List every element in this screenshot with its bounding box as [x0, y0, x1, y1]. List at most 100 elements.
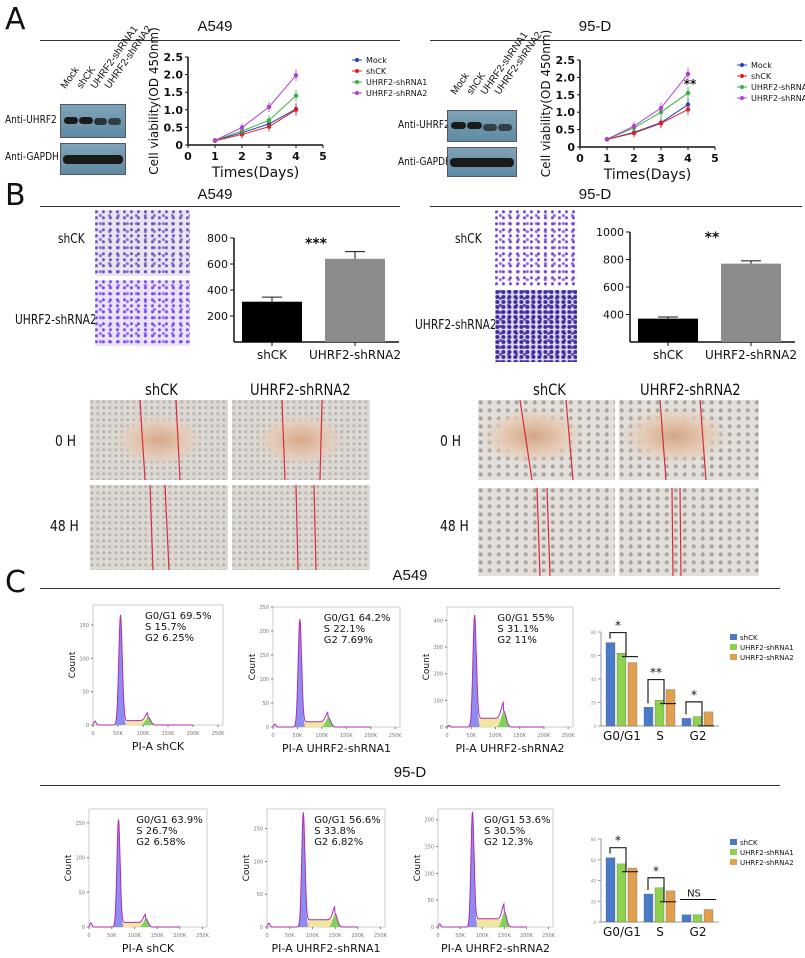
y-tick-label: 60 [591, 858, 597, 863]
x-tick-label: 250K [542, 933, 556, 939]
y-tick-label: 2.5 [164, 51, 184, 64]
bar-shck [242, 301, 302, 342]
g1-phase-area [468, 615, 480, 727]
y-axis-label: Count [413, 854, 423, 881]
bar-cc_shrna1-s [654, 700, 665, 727]
significance-marker: *** [305, 236, 328, 252]
c-divider-95d [40, 785, 780, 786]
significance-marker: * [653, 864, 659, 878]
x-tick-label: 100K [476, 933, 490, 939]
s-phase-area [476, 718, 504, 727]
x-tick-label: 150K [329, 933, 343, 939]
x-axis-label: Times(Days) [603, 167, 691, 183]
panel-label-b: B [5, 178, 26, 213]
y-axis-label: Count [422, 653, 432, 680]
y-tick-label: 0.5 [556, 124, 576, 137]
s-phase-area [304, 919, 336, 927]
phase-stat: S 33.8% [314, 826, 355, 837]
legend-label: UHRF2-shRNA2 [740, 654, 794, 662]
transwell-label-shck: shCK [58, 232, 85, 247]
significance-marker: * [615, 834, 621, 848]
y-tick-label: 100 [75, 856, 85, 862]
wound-row-48h: 48 H [440, 517, 469, 535]
c-title-a549: A549 [392, 567, 428, 584]
legend-swatch [730, 849, 737, 855]
a-title-a549: A549 [197, 18, 233, 35]
series-line-shrna2 [606, 73, 689, 140]
x-tick-label: 50K [466, 733, 476, 739]
x-tick-label: 150K [340, 733, 354, 739]
x-tick-label: 3 [657, 152, 665, 165]
blot-label-gapdh: Anti-GAPDH [398, 155, 452, 168]
phase-stat: G0/G1 55% [497, 613, 554, 624]
x-tick-label: 0 [445, 733, 448, 739]
bar-cc_shrna2-g2 [703, 909, 714, 923]
y-tick-label: 400 [433, 618, 443, 624]
phase-stat: G0/G1 69.5% [145, 611, 212, 622]
x-tick-label: S [656, 729, 664, 743]
y-tick-label: 0.5 [164, 121, 184, 134]
y-tick-label: 100 [424, 871, 434, 877]
y-tick-label: 0 [86, 723, 89, 729]
wound-image-95d-shrna2-48h [619, 488, 759, 576]
legend-marker [355, 69, 359, 73]
legend-swatch [730, 654, 737, 660]
legend-label: shCK [751, 72, 772, 81]
x-tick-label: G0/G1 [603, 729, 641, 743]
phase-stat: G2 6.82% [314, 837, 363, 848]
significance-marker: ** [705, 230, 720, 246]
b-title-a549: A549 [197, 186, 233, 203]
wound-edge-line [149, 484, 154, 571]
transwell-label-shrna2: UHRF2-shRNA2 [415, 318, 497, 333]
a-title-95d: 95-D [578, 18, 612, 35]
series-line-mock [214, 108, 297, 141]
x-axis-label: PI-A UHRF2-shRNA2 [456, 742, 565, 755]
bar-cc_shrna2-g0g1 [627, 867, 638, 923]
y-tick-label: 0 [266, 725, 269, 731]
flow-histogram [272, 606, 401, 728]
phase-stat: G0/G1 64.2% [324, 613, 391, 624]
histogram-curve [266, 812, 358, 928]
blot-image-gapdh-95d [447, 147, 517, 177]
y-tick-label: 150 [259, 653, 269, 659]
x-tick-label: 1 [211, 150, 219, 163]
y-axis-label: Count [248, 653, 258, 680]
bar-cc_shck-g2 [681, 914, 692, 923]
transwell-image-95d-shck [495, 210, 577, 286]
phase-stat: S 31.1% [497, 624, 538, 635]
wound-edge-line [519, 399, 533, 481]
y-tick-label: 80 [591, 837, 597, 842]
y-tick-label: 2.0 [556, 71, 576, 84]
g1-phase-area [294, 619, 305, 727]
phase-stat: S 15.7% [145, 622, 186, 633]
flow-histogram [92, 604, 224, 726]
y-axis-label: Count [64, 854, 74, 881]
legend-label: UHRF2-shRNA1 [751, 83, 805, 92]
y-tick-label: 100 [433, 698, 443, 704]
significance-marker: * [691, 688, 697, 702]
x-tick-label: 200K [351, 933, 365, 939]
blot-label-gapdh: Anti-GAPDH [5, 150, 59, 163]
phase-stat: S 22.1% [324, 624, 365, 635]
legend-marker [355, 91, 359, 95]
x-tick-label: 200K [364, 733, 378, 739]
wound-image-a549-shrna2-48h [232, 485, 370, 570]
a-divider-a549 [40, 40, 400, 41]
y-tick-label: 2.0 [164, 69, 184, 82]
x-tick-label: 4 [684, 152, 692, 165]
x-tick-label: 0 [271, 733, 274, 739]
a-divider-95d [430, 40, 802, 41]
y-tick-label: 100 [79, 656, 89, 662]
x-tick-label: 200K [187, 731, 201, 737]
b-divider-95d [430, 206, 802, 207]
significance-bracket [647, 678, 665, 704]
wound-row-0h: 0 H [440, 432, 461, 450]
y-tick-label: 20 [591, 899, 597, 904]
y-tick-label: 0 [440, 725, 443, 731]
transwell-image-95d-shrna2 [495, 290, 577, 362]
g1-phase-area [114, 615, 126, 725]
legend-swatch [730, 859, 737, 865]
legend-label: UHRF2-shRNA2 [366, 89, 427, 98]
y-tick-label: 40 [591, 879, 597, 884]
x-tick-label: 0 [265, 933, 268, 939]
